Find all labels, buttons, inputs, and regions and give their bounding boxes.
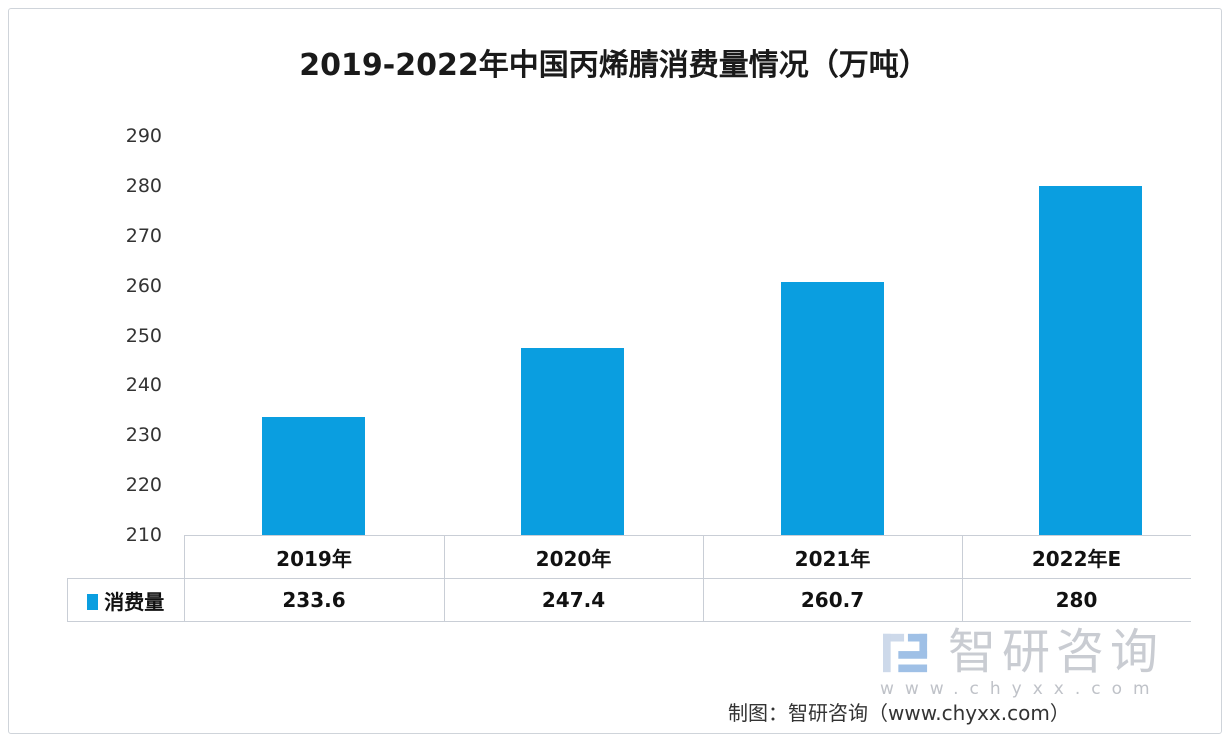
watermark-brand: 智研咨询	[948, 624, 1165, 680]
data-table: 2019年 2020年 2021年 2022年E 消费量 233.6 247.4…	[67, 535, 1191, 622]
data-label: 280	[961, 578, 1191, 622]
y-tick-label: 280	[125, 174, 162, 197]
bar-2021年	[780, 282, 884, 535]
watermark-url: www.chyxx.com	[880, 679, 1161, 699]
legend-entry: 消费量	[67, 578, 185, 622]
bar-2020年	[520, 348, 624, 535]
y-tick-label: 230	[125, 424, 162, 447]
category-label: 2021年	[702, 535, 963, 579]
y-tick-label: 220	[125, 474, 162, 497]
table-row: 消费量 233.6 247.4 260.7 280	[67, 578, 1191, 622]
legend-swatch	[87, 593, 99, 610]
category-label: 2020年	[443, 535, 704, 579]
y-tick-label: 240	[125, 374, 162, 397]
y-tick-label: 270	[125, 224, 162, 247]
chart-title: 2019-2022年中国丙烯腈消费量情况（万吨）	[299, 48, 929, 83]
y-tick-label: 250	[125, 324, 162, 347]
data-label: 247.4	[443, 578, 704, 622]
category-label: 2019年	[183, 535, 445, 579]
watermark-logo-icon	[883, 633, 928, 673]
y-tick-label: 290	[125, 125, 162, 147]
chart-frame	[8, 8, 1222, 734]
bar-2019年	[261, 417, 365, 535]
legend-label: 消费量	[104, 589, 165, 614]
data-label: 260.7	[702, 578, 963, 622]
category-label: 2022年E	[961, 535, 1191, 579]
bar-2022年E	[1038, 185, 1142, 535]
table-header-row: 2019年 2020年 2021年 2022年E	[67, 535, 1191, 579]
source-note: 制图：智研咨询（www.chyxx.com）	[728, 701, 1070, 725]
y-tick-label: 260	[125, 274, 162, 297]
data-label: 233.6	[183, 578, 445, 622]
